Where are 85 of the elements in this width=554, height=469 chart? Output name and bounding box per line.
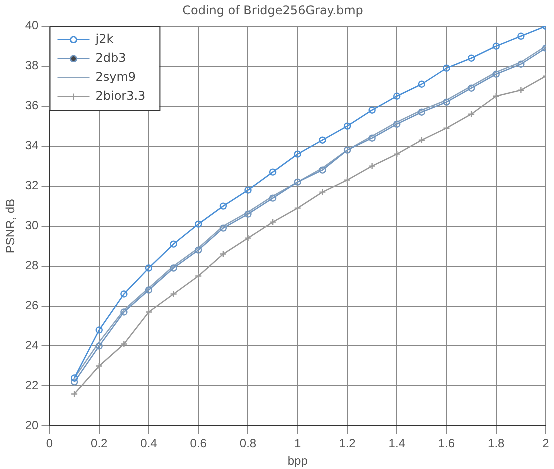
point	[244, 210, 252, 218]
point	[170, 290, 178, 298]
x-tick-label: 0.4	[140, 436, 158, 451]
point	[120, 340, 128, 348]
x-tick-label: 1.2	[339, 436, 356, 451]
point	[220, 224, 228, 232]
point	[96, 326, 103, 334]
y-tick-label: 24	[25, 338, 40, 353]
legend-label: 2sym9	[96, 70, 136, 84]
point	[394, 120, 401, 128]
point	[443, 124, 450, 132]
point	[170, 264, 178, 272]
legend-label: j2k	[94, 32, 114, 46]
point	[120, 290, 128, 298]
point	[195, 272, 202, 280]
point	[244, 186, 252, 194]
y-tick-label: 32	[25, 178, 40, 193]
point	[319, 136, 326, 144]
point	[319, 166, 326, 174]
legend-label: 2db3	[96, 51, 126, 66]
point	[269, 194, 277, 202]
point	[319, 188, 326, 196]
x-tick-label: 1	[294, 436, 302, 451]
x-tick-label: 0.6	[190, 436, 208, 451]
point	[269, 168, 277, 176]
point	[368, 134, 376, 142]
point	[244, 234, 252, 242]
point	[443, 64, 450, 72]
point	[96, 362, 103, 370]
point	[294, 178, 302, 186]
y-tick-label: 28	[25, 258, 40, 273]
point	[120, 308, 128, 316]
point	[518, 60, 525, 68]
point	[468, 84, 476, 92]
point	[70, 378, 78, 386]
point	[492, 42, 500, 50]
x-axis-title: bpp	[288, 454, 308, 468]
x-tick-label: 2	[542, 436, 550, 451]
legend-label: 2bior3.3	[96, 89, 146, 104]
point	[145, 264, 153, 272]
point	[518, 86, 525, 94]
point	[368, 162, 376, 170]
point	[220, 250, 228, 258]
y-tick-label: 38	[25, 58, 40, 73]
x-tick-label: 1.8	[488, 436, 506, 451]
point	[518, 32, 525, 40]
point	[269, 218, 277, 226]
point	[344, 122, 352, 130]
point	[418, 108, 426, 116]
point	[195, 246, 202, 254]
point	[145, 308, 153, 316]
point	[468, 110, 476, 118]
y-tick-label: 26	[25, 298, 40, 313]
point	[368, 106, 376, 114]
point	[170, 240, 178, 248]
point	[418, 136, 426, 144]
point	[418, 80, 426, 88]
point	[145, 286, 153, 294]
x-tick-label: 1.4	[388, 436, 406, 451]
y-tick-label: 36	[25, 98, 40, 113]
y-tick-label: 30	[25, 218, 40, 233]
point	[443, 98, 450, 106]
chart-title: Coding of Bridge256Gray.bmp	[182, 3, 364, 18]
point	[492, 92, 500, 100]
y-axis-title: PSNR, dB	[4, 198, 18, 254]
x-tick-label: 0	[46, 436, 54, 451]
point	[344, 146, 352, 154]
x-tick-label: 1.6	[438, 436, 456, 451]
point	[468, 54, 476, 62]
point	[96, 342, 103, 350]
point	[492, 70, 500, 78]
point	[394, 150, 401, 158]
y-tick-label: 40	[25, 18, 40, 33]
point	[394, 92, 401, 100]
x-tick-label: 0.2	[91, 436, 108, 451]
point	[344, 176, 352, 184]
point	[195, 220, 202, 228]
point	[70, 374, 78, 382]
y-tick-label: 20	[25, 418, 40, 433]
x-tick-label: 0.8	[240, 436, 257, 451]
y-tick-label: 22	[25, 378, 40, 393]
y-tick-label: 34	[25, 138, 40, 153]
point	[294, 204, 302, 212]
point	[294, 150, 302, 158]
point	[220, 202, 228, 210]
